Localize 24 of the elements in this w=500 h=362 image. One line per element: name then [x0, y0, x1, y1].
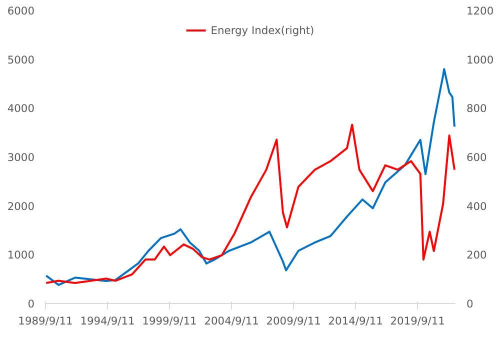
y-tick-label: 0 — [28, 298, 35, 310]
y2-tick-label: 200 — [466, 248, 488, 262]
x-tick-label: 1989/9/11 — [18, 314, 73, 328]
y2-tick-label: 600 — [466, 151, 488, 164]
x-tick-label: 2004/9/11 — [204, 314, 259, 328]
y-tick-label: 5000 — [7, 53, 35, 66]
x-tick-label: 2014/9/11 — [328, 314, 383, 328]
y-tick-label: 2000 — [7, 200, 35, 213]
y2-tick-label: 400 — [466, 200, 488, 213]
y-tick-label: 1000 — [7, 248, 35, 262]
legend-label: Energy Index(right) — [210, 24, 314, 36]
x-tick-label: 1994/9/11 — [80, 314, 135, 328]
y-tick-label: 4000 — [7, 102, 35, 116]
y2-tick-label: 0 — [466, 298, 474, 310]
y-tick-label: 3000 — [7, 151, 35, 164]
y2-tick-label: 1200 — [466, 4, 494, 18]
x-tick-label: 2019/9/11 — [390, 314, 445, 328]
y2-tick-label: 800 — [466, 102, 488, 116]
x-tick-label: 2009/9/11 — [266, 314, 321, 328]
line-series — [46, 124, 456, 284]
x-tick-label: 1999/9/11 — [142, 314, 197, 328]
y-tick-label: 6000 — [7, 4, 35, 18]
y2-tick-label: 1000 — [466, 53, 494, 66]
line-series — [46, 68, 456, 286]
